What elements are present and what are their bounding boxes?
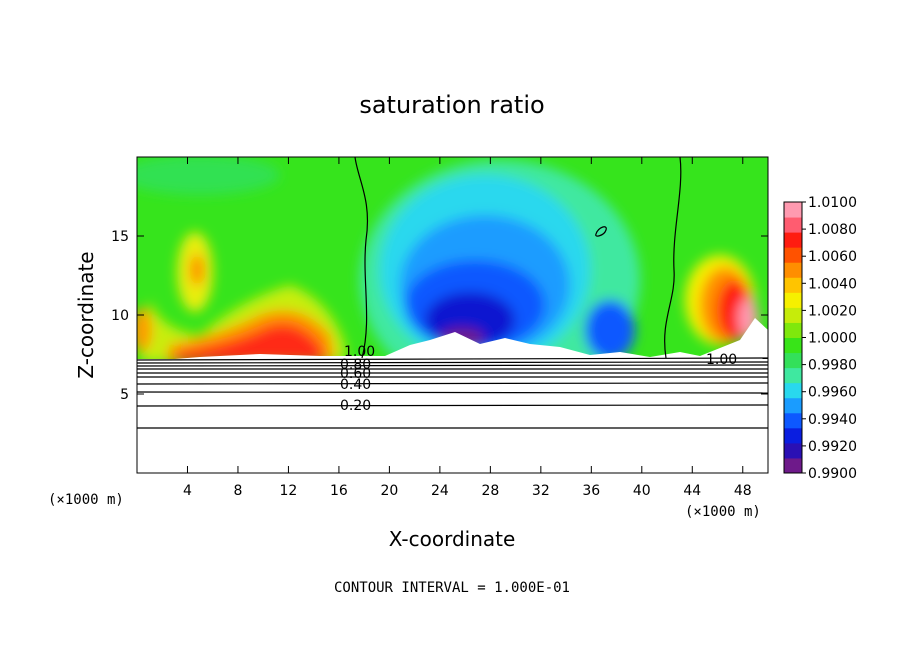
x-tick-label: 4: [183, 483, 192, 499]
colorbar-label: 1.0020: [808, 303, 857, 319]
x-tick-label: 24: [431, 483, 449, 499]
colorbar-swatch: [784, 247, 802, 263]
x-axis-ticks: 4 8 12 16 20 24 28 32 36 40 44 48: [183, 157, 752, 499]
contour-line-1p00-right: [664, 157, 682, 359]
colorbar-label: 0.9940: [808, 412, 857, 428]
colorbar: [783, 201, 803, 474]
colorbar-swatch: [784, 292, 802, 308]
cloud-base-clear-region: [174, 318, 768, 359]
x-tick-label: 48: [734, 483, 752, 499]
y-axis-ticks: 5 10 15: [111, 229, 768, 403]
field-moist-left-top: [137, 157, 280, 195]
colorbar-swatch: [784, 232, 802, 248]
contour-line-1p00-left: [354, 157, 369, 359]
contour-label: 0.20: [340, 398, 371, 414]
contour-line-0p40: [137, 382, 768, 385]
x-tick-label: 20: [380, 483, 398, 499]
colorbar-swatch: [784, 427, 802, 444]
colorbar-swatch: [784, 307, 802, 323]
y-tick-label: 15: [111, 229, 129, 245]
colorbar-swatch: [784, 202, 802, 218]
contour-line-0p30: [137, 391, 768, 394]
colorbar-swatch: [784, 217, 802, 233]
contour-label: 1.00: [344, 344, 375, 360]
colorbar-swatch: [784, 352, 802, 369]
contour-line-0p80: [137, 364, 768, 367]
x-unit-label-right: (×1000 m): [685, 504, 761, 520]
colorbar-swatch: [784, 322, 802, 338]
field-dry-right-lobe: [585, 300, 635, 359]
y-axis-label: Z-coordinate: [74, 251, 98, 378]
field-shading: [137, 157, 758, 359]
contour-line-0p20: [137, 404, 768, 407]
contour-label: 0.40: [340, 377, 371, 393]
colorbar-label: 1.0000: [808, 331, 857, 347]
x-unit-label-left: (×1000 m): [48, 492, 124, 508]
colorbar-swatch: [784, 337, 802, 354]
field-orange-tower: [190, 254, 204, 286]
colorbar-swatch: [784, 442, 802, 459]
plot-area: [137, 157, 768, 473]
colorbar-label: 0.9960: [808, 385, 857, 401]
y-tick-label: 5: [120, 387, 129, 403]
contour-line-0p50: [137, 376, 768, 378]
colorbar-swatch: [784, 457, 802, 474]
x-tick-label: 44: [683, 483, 701, 499]
field-red-arc: [176, 324, 325, 359]
contour-label: 1.00: [706, 352, 737, 368]
colorbar-swatch: [784, 382, 802, 399]
colorbar-label: 0.9900: [808, 466, 857, 482]
x-tick-label: 12: [280, 483, 298, 499]
x-tick-label: 32: [532, 483, 550, 499]
contour-line-0p90: [137, 361, 768, 364]
colorbar-label: 0.9980: [808, 358, 857, 374]
colorbar-label: 1.0040: [808, 276, 857, 292]
colorbar-label: 1.0060: [808, 249, 857, 265]
contour-line-1p00-loop: [595, 226, 607, 237]
colorbar-labels: 1.0100 1.0080 1.0060 1.0040 1.0020 1.0000 0.99…: [802, 195, 857, 482]
field-left-edge-orange: [137, 308, 152, 352]
colorbar-swatch: [784, 367, 802, 384]
colorbar-swatch: [784, 262, 802, 278]
y-tick-label: 10: [111, 308, 129, 324]
chart-title: saturation ratio: [359, 91, 544, 119]
x-tick-label: 40: [633, 483, 651, 499]
contour-labels: 1.00 0.80 0.60 0.40 0.20 1.00: [340, 344, 737, 414]
colorbar-swatch: [784, 277, 802, 293]
colorbar-swatch: [784, 412, 802, 429]
x-tick-label: 36: [582, 483, 600, 499]
contour-label: 0.80: [340, 357, 371, 373]
contour-interval-footer: CONTOUR INTERVAL = 1.000E-01: [334, 580, 570, 596]
x-tick-label: 16: [330, 483, 348, 499]
colorbar-label: 0.9920: [808, 439, 857, 455]
colorbar-label: 1.0100: [808, 195, 857, 211]
colorbar-swatch: [784, 397, 802, 414]
colorbar-label: 1.0080: [808, 222, 857, 238]
contour-label: 0.60: [340, 366, 371, 382]
saturation-field: [137, 157, 768, 359]
x-tick-label: 8: [233, 483, 242, 499]
x-tick-label: 28: [481, 483, 499, 499]
x-axis-label: X-coordinate: [389, 527, 516, 551]
